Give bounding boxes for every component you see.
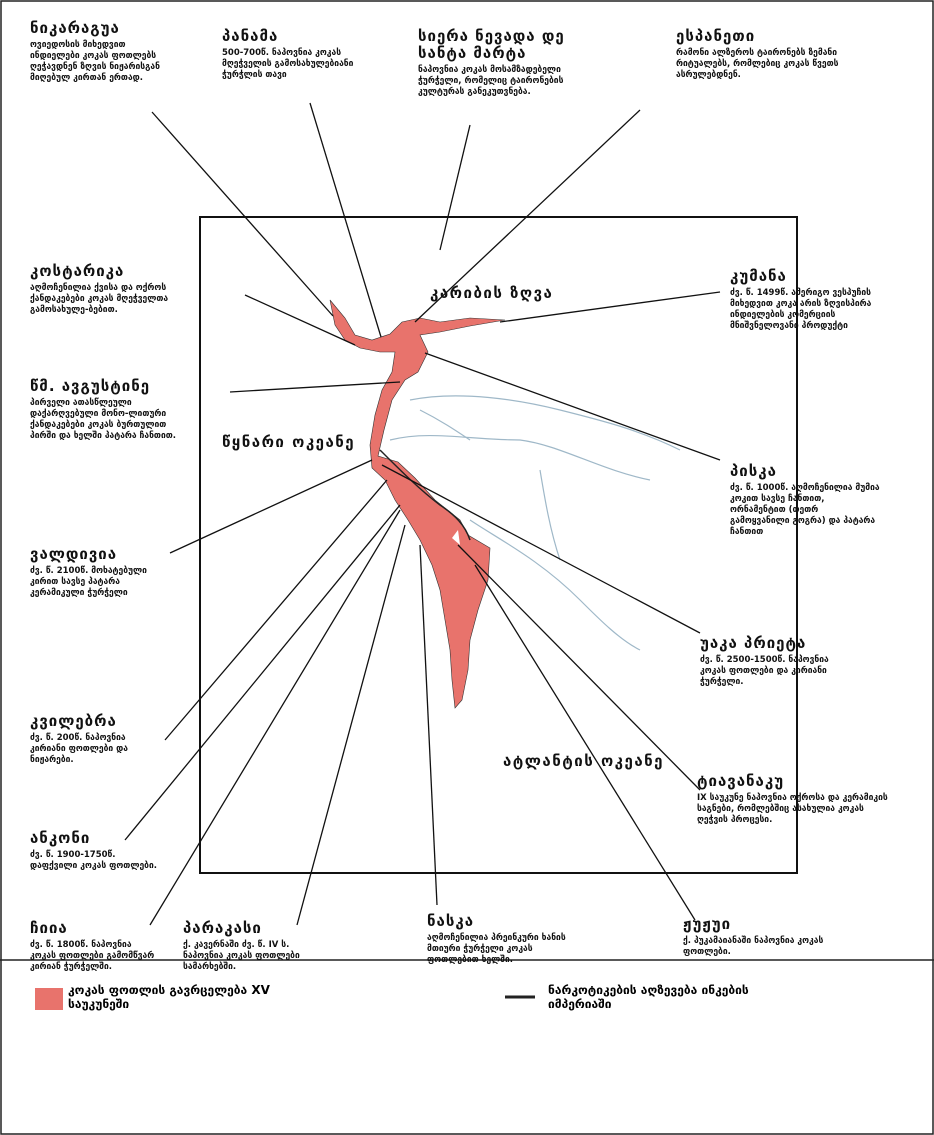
place-label: ნიკარაგუა ოვიედოსის მიხედვით ინდიელები კო…: [30, 20, 165, 84]
coca-distribution: [329, 299, 506, 709]
rivers: [389, 395, 681, 651]
place-title: პანამა: [222, 27, 279, 45]
place-title: ნასკა: [427, 912, 474, 930]
place-title: წმ. ავგუსტინე: [30, 377, 151, 395]
place-title: ტიავანაკუ: [697, 772, 785, 790]
legend-swatch: [35, 988, 63, 1010]
place-title: კოსტარიკა: [30, 262, 125, 280]
place-description: ძვ. წ. 1000წ. აღმოჩენილია მუმია კოკით სა…: [730, 483, 880, 537]
leader-line: [424, 352, 721, 461]
leader-line: [414, 109, 641, 323]
leader-line: [457, 544, 701, 791]
place-description: ძვ. წ. 2500-1500წ. ნაპოვნია კოკას ფოთლებ…: [700, 655, 829, 687]
map-frame: [199, 216, 798, 874]
inca-road: [379, 449, 471, 541]
leader-line: [474, 564, 696, 921]
leader-line: [499, 291, 721, 323]
place-label: ჩიია ძვ. წ. 1800წ. ნაპოვნია კოკას ფოთლები…: [30, 920, 155, 973]
legend-text: კოკას ფოთლის გავრცელება XV საუკუნეში: [68, 983, 270, 1011]
place-label: ნასკა აღმოჩენილია პრეინკური ხანის მთიური …: [427, 913, 577, 966]
place-label: პარაკასი ქ. კავერნაში ძვ. წ. IV ს. ნაპოვნ…: [183, 920, 323, 973]
place-label: პისკა ძვ. წ. 1000წ. აღმოჩენილია მუმია კოკ…: [730, 463, 880, 538]
place-description: ოვიედოსის მიხედვით ინდიელები კოკას ფოთლე…: [30, 40, 160, 83]
leader-line: [419, 544, 438, 906]
leader-line: [381, 464, 701, 634]
leader-line: [151, 111, 334, 317]
leader-lines: [124, 102, 721, 926]
place-title: ნიკარაგუა: [30, 19, 120, 37]
place-title: კვილებრა: [30, 712, 117, 730]
place-description: აღმოჩენილია პრეინკური ხანის მთიური ჭურჭე…: [427, 933, 566, 965]
sea-label: წყნარი ოკეანე: [222, 433, 356, 451]
place-label: კვილებრა ძვ. წ. 200წ. ნაპოვნია კირიანი ფო…: [30, 713, 160, 766]
place-label: ვალდივია ძვ. წ. 2100წ. მოხატებული კირით ს…: [30, 546, 165, 599]
place-label: სიერა ნევადა დე სანტა მარტა ნაპოვნია კოკა…: [418, 28, 583, 98]
place-description: 500-700წ. ნაპოვნია კოკას მღეჭველის გამოს…: [222, 48, 354, 80]
place-label: უაკა პრიეტა ძვ. წ. 2500-1500წ. ნაპოვნია კ…: [700, 635, 850, 688]
leader-line: [296, 524, 406, 926]
place-label: პანამა 500-700წ. ნაპოვნია კოკას მღეჭველის…: [222, 28, 357, 81]
place-title: ჟუჟუი: [683, 915, 732, 933]
place-label: ჟუჟუი ქ. პუკამაიანაში ნაპოვნია კოკას ფოთლ…: [683, 916, 843, 958]
place-description: ქ. პუკამაიანაში ნაპოვნია კოკას ფოთლები.: [683, 936, 824, 957]
place-description: ძვ. წ. 1900-1750წ. დაფქვილი კოკას ფოთლებ…: [30, 850, 157, 871]
place-label: ანკონი ძვ. წ. 1900-1750წ. დაფქვილი კოკას …: [30, 830, 160, 872]
leader-line: [244, 294, 356, 346]
place-title: ანკონი: [30, 829, 91, 847]
place-description: ქ. კავერნაში ძვ. წ. IV ს. ნაპოვნია კოკას…: [183, 940, 300, 972]
sea-label: კარიბის ზღვა: [430, 284, 554, 302]
sea-label: ატლანტის ოკეანე: [503, 752, 664, 770]
place-label: წმ. ავგუსტინე პირველი ათასწლეული დაქარღვე…: [30, 378, 190, 442]
leader-line: [164, 479, 388, 741]
place-title: უაკა პრიეტა: [700, 634, 807, 652]
place-description: ძვ. წ. 1499წ. ამერიგო ვესპუჩის მიხედვით …: [730, 288, 872, 331]
place-label: ესპანეთი რამონი ალზეროს ტაირონებს ზემანი …: [676, 28, 856, 81]
legend-text: ნარკოტიკების აღზევება ინკების იმპერიაში: [548, 983, 749, 1011]
place-description: პირველი ათასწლეული დაქარღვებული მონო-ლით…: [30, 398, 177, 441]
place-title: ჩიია: [30, 919, 68, 937]
place-title: პისკა: [730, 462, 777, 480]
place-title: ესპანეთი: [676, 27, 756, 45]
place-title: ვალდივია: [30, 545, 118, 563]
leader-line: [149, 509, 401, 926]
place-label: კოსტარიკა აღმოჩენილია ქვისა და ოქროს ქანდ…: [30, 263, 180, 316]
place-label: ტიავანაკუ IX საუკუნე ნაპოვნია ოქროსა და კ…: [697, 773, 897, 826]
place-description: ძვ. წ. 2100წ. მოხატებული კირით სავსე პატ…: [30, 566, 147, 598]
place-title: კუმანა: [730, 267, 787, 285]
place-title: სიერა ნევადა დე სანტა მარტა: [418, 27, 565, 62]
place-description: რამონი ალზეროს ტაირონებს ზემანი რიტუალებ…: [676, 48, 839, 80]
leader-line: [169, 459, 373, 554]
leader-line: [124, 504, 401, 841]
place-description: აღმოჩენილია ქვისა და ოქროს ქანდაკებები კ…: [30, 283, 169, 315]
lake: [452, 530, 460, 545]
place-label: კუმანა ძვ. წ. 1499წ. ამერიგო ვესპუჩის მიხ…: [730, 268, 880, 332]
place-title: პარაკასი: [183, 919, 262, 937]
place-description: ძვ. წ. 200წ. ნაპოვნია კირიანი ფოთლები და…: [30, 733, 128, 765]
leader-line: [439, 124, 471, 251]
place-description: IX საუკუნე ნაპოვნია ოქროსა და კერამიკის …: [697, 793, 888, 825]
place-description: ნაპოვნია კოკას მოსამზადებელი ჭურჭელი, რო…: [418, 65, 564, 97]
place-description: ძვ. წ. 1800წ. ნაპოვნია კოკას ფოთლები გამ…: [30, 940, 155, 972]
leader-line: [229, 381, 401, 393]
leader-line: [309, 102, 382, 338]
